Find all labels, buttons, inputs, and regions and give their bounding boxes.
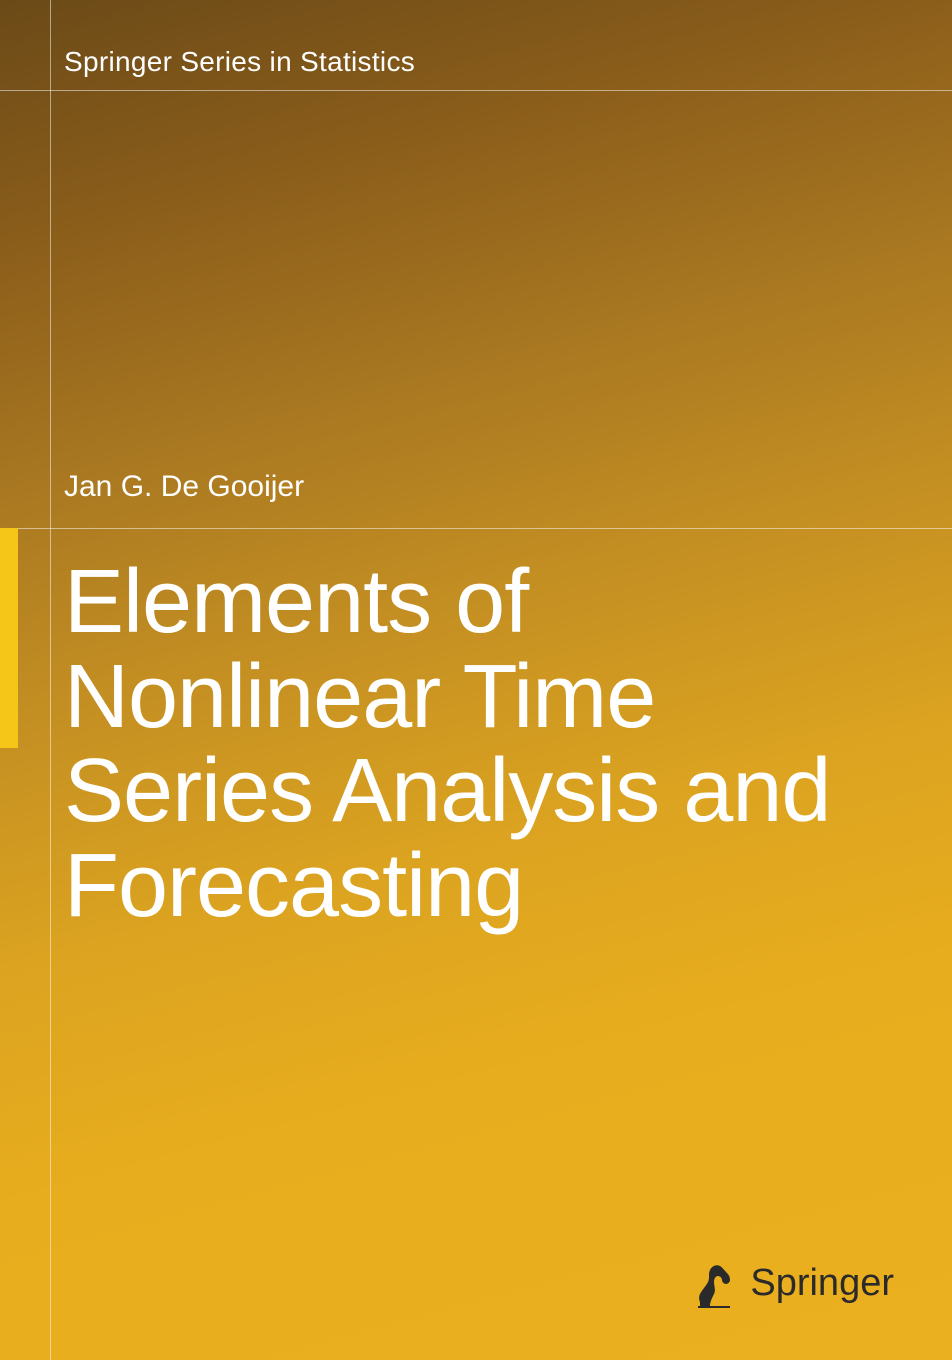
grid-line-top (0, 90, 952, 91)
publisher-block: Springer (692, 1258, 894, 1308)
publisher-name: Springer (750, 1262, 894, 1305)
author-name: Jan G. De Gooijer (64, 470, 304, 504)
book-cover: Springer Series in Statistics Jan G. De … (0, 0, 952, 1360)
series-label: Springer Series in Statistics (64, 46, 415, 78)
springer-horse-icon (692, 1258, 738, 1308)
book-title: Elements of Nonlinear Time Series Analys… (64, 555, 892, 933)
grid-line-vertical (50, 0, 51, 1360)
accent-bar (0, 528, 18, 748)
grid-line-middle (0, 528, 952, 529)
